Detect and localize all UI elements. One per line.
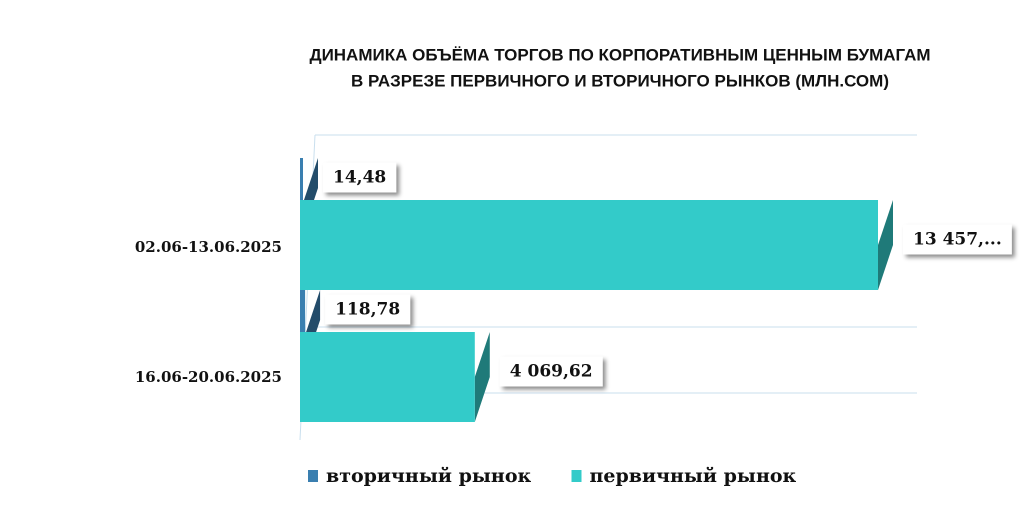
bar-front	[300, 332, 475, 422]
y-tick-label: 16.06-20.06.2025	[135, 368, 282, 386]
bar-front	[300, 200, 878, 290]
data-label-text: 13 457,...	[913, 230, 1002, 250]
label-box	[323, 162, 397, 193]
data-label-text: 4 069,62	[510, 362, 593, 382]
bar	[300, 332, 490, 422]
label-box	[903, 224, 1012, 255]
legend-label: вторичный рынок	[326, 465, 532, 487]
legend-swatch	[571, 470, 582, 482]
data-label: 4 069,62	[499, 356, 603, 387]
data-label: 118,78	[325, 294, 411, 325]
legend-swatch	[308, 470, 318, 482]
data-label: 14,48	[323, 162, 397, 193]
bar-front	[300, 290, 306, 365]
legend-label: первичный рынок	[590, 465, 797, 487]
y-tick-label: 02.06-13.06.2025	[135, 238, 282, 256]
data-label-text: 14,48	[333, 168, 386, 188]
label-box	[325, 294, 411, 325]
data-label: 13 457,...	[903, 224, 1012, 255]
label-box	[499, 356, 603, 387]
bar-side	[474, 332, 490, 422]
bar-side	[878, 200, 893, 290]
bar	[300, 200, 893, 290]
chart-subtitle: В РАЗРЕЗЕ ПЕРВИЧНОГО И ВТОРИЧНОГО РЫНКОВ…	[351, 71, 889, 90]
chart-title: ДИНАМИКА ОБЪЁМА ТОРГОВ ПО КОРПОРАТИВНЫМ …	[309, 45, 930, 64]
data-label-text: 118,78	[335, 300, 400, 320]
bar-front	[300, 158, 303, 233]
